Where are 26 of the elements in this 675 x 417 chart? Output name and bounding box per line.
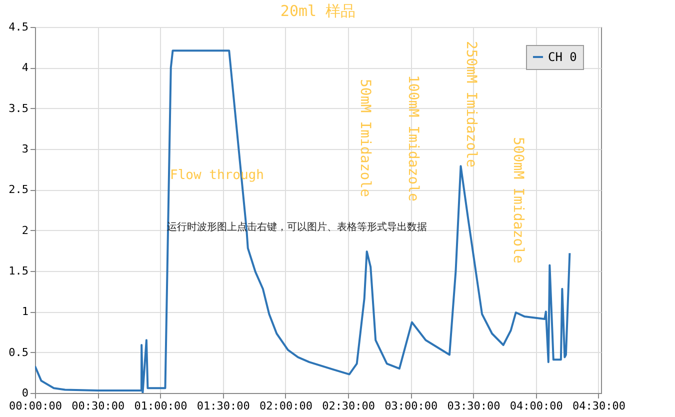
y-tick-label: 0 (22, 386, 28, 400)
y-tick-label: 3 (22, 142, 28, 156)
y-tick-label: 2.5 (8, 183, 28, 196)
y-tick-label: 1 (22, 305, 28, 318)
x-tick-label: 04:00:00 (510, 400, 563, 412)
annotation: 250mM Imidazole (463, 41, 479, 168)
y-tick-label: 4.5 (8, 20, 28, 34)
y-tick-label: 3.5 (8, 102, 28, 115)
x-tick-label: 04:30:00 (572, 400, 626, 412)
y-tick-label: 0.5 (8, 346, 28, 359)
x-tick-label: 01:00:00 (134, 400, 188, 412)
x-tick-label: 00:00:00 (9, 400, 62, 412)
legend-label: CH 0 (548, 50, 577, 64)
x-tick-label: 02:00:00 (259, 400, 312, 412)
chart-title: 20ml 样品 (280, 2, 356, 20)
x-tick-label: 00:30:00 (72, 400, 125, 412)
x-tick-label: 03:00:00 (384, 400, 438, 412)
annotation: 100mM Imidazole (405, 75, 421, 202)
y-tick-label: 1.5 (8, 264, 28, 278)
x-tick-label: 02:30:00 (322, 400, 376, 412)
annotation: 500mM Imidazole (510, 137, 526, 264)
x-tick-label: 03:30:00 (447, 400, 500, 412)
y-tick-label: 4 (22, 61, 29, 74)
annotation: 50mM Imidazole (357, 79, 373, 198)
x-tick-label: 01:30:00 (196, 400, 250, 412)
y-tick-label: 2 (22, 224, 28, 237)
